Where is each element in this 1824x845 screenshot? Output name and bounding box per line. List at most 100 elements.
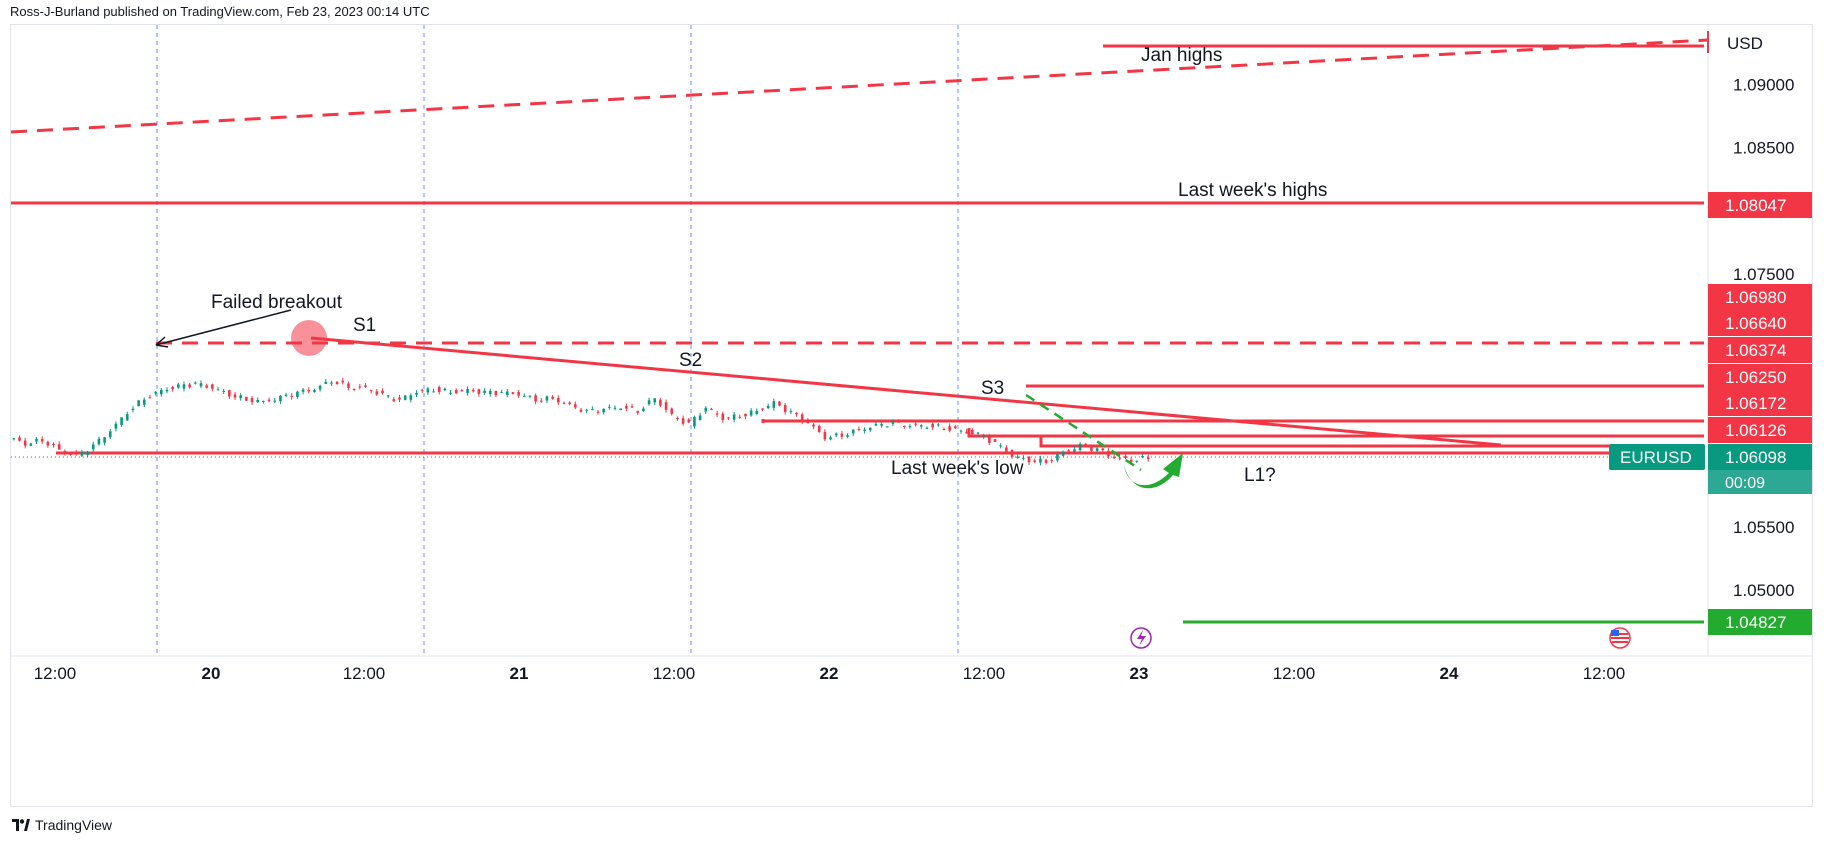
candle[interactable] xyxy=(919,424,923,430)
price-scale[interactable]: USD 1.090001.085001.075001.055001.05000 … xyxy=(1609,25,1813,656)
candle[interactable] xyxy=(1084,442,1088,446)
candle[interactable] xyxy=(460,389,464,392)
candle[interactable] xyxy=(381,388,384,395)
candle[interactable] xyxy=(358,383,362,390)
candle[interactable] xyxy=(398,394,401,403)
candle[interactable] xyxy=(52,442,55,448)
candle[interactable] xyxy=(1090,444,1093,454)
candle[interactable] xyxy=(108,428,112,440)
candle[interactable] xyxy=(250,395,254,405)
candle[interactable] xyxy=(914,420,917,427)
candle[interactable] xyxy=(296,390,299,399)
candle[interactable] xyxy=(608,404,611,410)
price-tag-1.08047[interactable]: 1.08047 xyxy=(1708,192,1813,218)
candle[interactable] xyxy=(721,411,725,423)
candle[interactable] xyxy=(375,388,379,396)
candle[interactable] xyxy=(687,418,691,424)
price-tag-1.06126[interactable]: 1.06126 xyxy=(1708,417,1813,443)
candle[interactable] xyxy=(120,417,123,428)
candle[interactable] xyxy=(239,393,243,401)
candle[interactable] xyxy=(313,388,316,393)
candle[interactable] xyxy=(670,407,674,416)
candle[interactable] xyxy=(800,412,804,425)
candle[interactable] xyxy=(602,408,605,415)
candle[interactable] xyxy=(171,385,174,392)
candle[interactable] xyxy=(443,387,447,391)
candle[interactable] xyxy=(233,391,237,400)
candle[interactable] xyxy=(557,395,560,406)
candle[interactable] xyxy=(715,410,719,417)
candle[interactable] xyxy=(659,397,662,407)
candle[interactable] xyxy=(664,399,668,413)
candle[interactable] xyxy=(868,427,872,433)
candle[interactable] xyxy=(817,424,821,433)
candle[interactable] xyxy=(613,405,617,411)
candle[interactable] xyxy=(965,428,968,434)
candle[interactable] xyxy=(653,397,657,406)
candle[interactable] xyxy=(885,426,889,428)
last-price-tag[interactable]: 1.06098 00:09 xyxy=(1708,444,1813,494)
candle[interactable] xyxy=(142,397,146,408)
candle[interactable] xyxy=(783,403,787,415)
candle[interactable] xyxy=(562,401,566,405)
candle[interactable] xyxy=(1067,448,1071,454)
candle[interactable] xyxy=(194,381,197,385)
candle[interactable] xyxy=(1078,442,1082,453)
candle[interactable] xyxy=(318,384,322,392)
candle[interactable] xyxy=(211,383,214,392)
failed-breakout-marker[interactable] xyxy=(291,320,327,356)
candle[interactable] xyxy=(902,425,906,429)
candle[interactable] xyxy=(12,437,16,441)
candle[interactable] xyxy=(625,403,628,412)
candle[interactable] xyxy=(449,389,452,396)
candle[interactable] xyxy=(874,421,878,427)
price-tag-1.06172[interactable]: 1.06172 xyxy=(1708,390,1813,416)
candle[interactable] xyxy=(86,450,89,457)
candle[interactable] xyxy=(1124,453,1127,460)
candle[interactable] xyxy=(937,423,940,427)
candle[interactable] xyxy=(1022,455,1025,461)
candle[interactable] xyxy=(228,389,231,399)
candle[interactable] xyxy=(1146,454,1150,462)
candle[interactable] xyxy=(636,410,640,415)
candle[interactable] xyxy=(307,387,311,394)
candle[interactable] xyxy=(1118,457,1122,461)
event-icons[interactable] xyxy=(1130,627,1631,649)
candle[interactable] xyxy=(125,411,129,421)
candle[interactable] xyxy=(642,406,645,413)
candle[interactable] xyxy=(925,426,929,429)
candle[interactable] xyxy=(829,435,832,441)
candle[interactable] xyxy=(46,440,50,448)
candle[interactable] xyxy=(539,397,543,403)
candle[interactable] xyxy=(488,388,492,397)
candle[interactable] xyxy=(851,429,855,437)
candle[interactable] xyxy=(256,397,260,403)
candle[interactable] xyxy=(948,423,951,433)
green-curved-arrow[interactable] xyxy=(1124,453,1183,489)
candle[interactable] xyxy=(857,426,861,432)
candle[interactable] xyxy=(1073,446,1076,452)
price-tag-1.06250[interactable]: 1.06250 xyxy=(1708,364,1813,390)
candle[interactable] xyxy=(148,394,152,399)
candle[interactable] xyxy=(74,449,78,456)
candle[interactable] xyxy=(772,398,776,411)
candle[interactable] xyxy=(732,411,736,423)
candle[interactable] xyxy=(35,436,38,445)
candle[interactable] xyxy=(806,417,810,424)
candle[interactable] xyxy=(812,423,815,430)
candle[interactable] xyxy=(789,408,793,415)
candle[interactable] xyxy=(409,393,413,403)
candle[interactable] xyxy=(704,406,708,414)
candle[interactable] xyxy=(630,403,634,409)
candle[interactable] xyxy=(982,433,985,440)
candle[interactable] xyxy=(897,419,900,423)
candle[interactable] xyxy=(29,442,33,447)
candle[interactable] xyxy=(710,407,713,411)
candle[interactable] xyxy=(437,385,441,395)
candle[interactable] xyxy=(1112,454,1116,460)
candle[interactable] xyxy=(971,427,974,437)
candle[interactable] xyxy=(352,388,356,392)
candle[interactable] xyxy=(267,397,271,403)
candle[interactable] xyxy=(891,419,895,427)
candle[interactable] xyxy=(727,416,730,421)
